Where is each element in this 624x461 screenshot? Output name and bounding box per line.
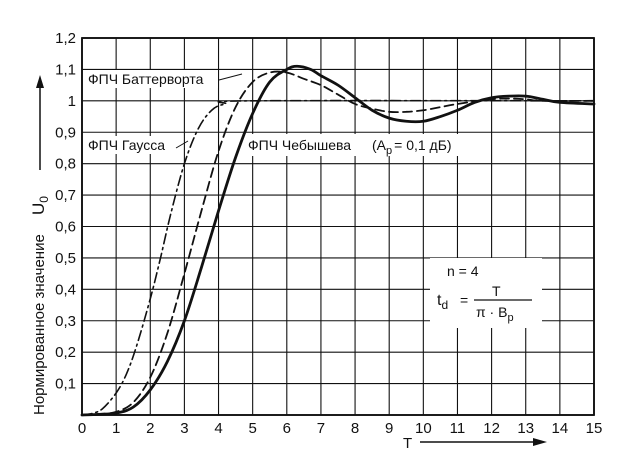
chebyshev-label: ФПЧ Чебышева xyxy=(248,137,351,153)
x-tick-label: 7 xyxy=(317,420,325,437)
x-tick-label: 9 xyxy=(385,420,393,437)
gauss-leader xyxy=(175,140,189,149)
y-tick-label: 0,8 xyxy=(55,156,76,173)
x-tick-label: 1 xyxy=(112,420,120,437)
x-tick-label: 5 xyxy=(248,420,256,437)
chebyshev-param: (Ap = 0,1 дБ) xyxy=(372,137,452,157)
x-tick-label: 0 xyxy=(78,420,86,437)
y-tick-label: 0,1 xyxy=(55,376,76,393)
butterworth-label-bg xyxy=(86,70,218,88)
x-tick-label: 10 xyxy=(415,420,432,437)
x-tick-label: 3 xyxy=(180,420,188,437)
formula-lhs: td xyxy=(437,292,448,312)
y-tick-label: 0,2 xyxy=(55,344,76,361)
gauss-label: ФПЧ Гаусса xyxy=(88,137,165,153)
x-tick-label: 8 xyxy=(351,420,359,437)
annotations: ФПЧ Баттерворта ФПЧ Гаусса ФПЧ Чебышева … xyxy=(86,70,542,328)
chebyshev-label-bg xyxy=(246,134,478,156)
y-axis-label: Нормированное значение xyxy=(31,234,48,415)
y-tick-label: 0,3 xyxy=(55,313,76,330)
series-line-chebyshev xyxy=(80,64,596,417)
x-tick-label: 2 xyxy=(146,420,154,437)
x-tick-label: 13 xyxy=(517,420,534,437)
y-tick-label: 0,7 xyxy=(55,187,76,204)
formula-numerator: T xyxy=(492,283,501,299)
series-line-gauss xyxy=(81,99,595,416)
y-axis-arrow-head xyxy=(36,75,44,88)
y-tick-label: 0,6 xyxy=(55,219,76,236)
x-tick-label: 12 xyxy=(483,420,500,437)
series-line-butterworth xyxy=(81,70,595,416)
y-axis-symbol: U0 xyxy=(29,196,51,215)
y-tick-label: 0,4 xyxy=(55,281,76,298)
y-tick-label: 1 xyxy=(68,93,76,110)
x-tick-label: 6 xyxy=(283,420,291,437)
x-tick-label: 11 xyxy=(450,420,466,437)
x-tick-labels: 0 1 2 3 4 5 6 7 8 9 10 11 12 13 14 15 xyxy=(78,420,603,437)
gauss-label-bg xyxy=(86,136,178,154)
formula-eq: = xyxy=(460,292,468,308)
x-tick-label: 4 xyxy=(214,420,222,437)
y-tick-label: 0,5 xyxy=(55,250,76,267)
x-axis-label-group: T xyxy=(403,435,547,452)
y-tick-label: 1,2 xyxy=(55,30,76,47)
x-axis-arrow-head xyxy=(533,438,547,446)
formula-box-bg xyxy=(430,258,542,328)
plot-frame xyxy=(81,37,595,416)
butterworth-leader xyxy=(218,73,243,81)
y-tick-labels: 0,1 0,2 0,3 0,4 0,5 0,6 0,7 0,8 0,9 1 1,1 1,2 xyxy=(55,30,76,393)
axes xyxy=(81,37,595,416)
y-axis-label-group: Нормированное значение U0 xyxy=(29,75,51,415)
n-label: n = 4 xyxy=(447,263,479,279)
y-tick-label: 1,1 xyxy=(55,61,76,78)
butterworth-label: ФПЧ Баттерворта xyxy=(88,71,204,87)
x-axis-label: T xyxy=(403,435,412,452)
y-tick-label: 0,9 xyxy=(55,124,76,141)
x-tick-label: 14 xyxy=(552,420,569,437)
series-lines xyxy=(80,64,596,417)
x-tick-label: 15 xyxy=(586,420,603,437)
formula-denominator: π · Bp xyxy=(476,304,514,324)
